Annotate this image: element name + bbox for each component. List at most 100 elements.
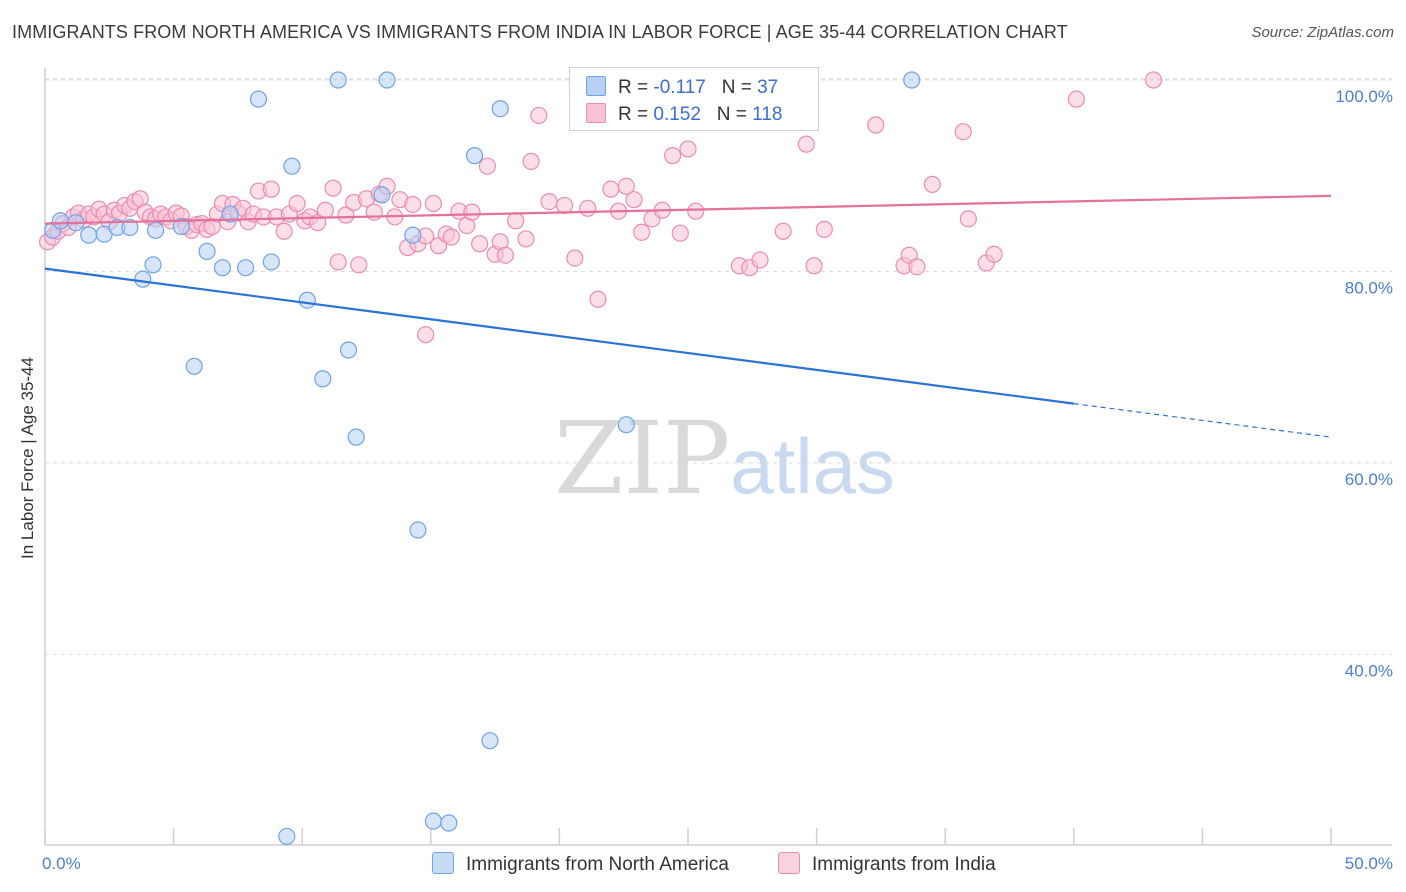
north-america-point bbox=[465, 147, 484, 165]
north-america-point bbox=[491, 100, 509, 118]
india-point bbox=[540, 193, 558, 211]
north-america-swatch bbox=[586, 76, 606, 96]
india-point bbox=[275, 222, 293, 240]
india-point bbox=[602, 180, 620, 198]
r-value: 0.152 bbox=[653, 104, 701, 125]
india-point bbox=[329, 253, 347, 271]
india-point bbox=[579, 199, 597, 217]
stats-legend-row-india: R = 0.152 N = 118 bbox=[586, 103, 782, 125]
north-america-point bbox=[347, 428, 365, 446]
india-point bbox=[262, 180, 280, 198]
north-america-point bbox=[298, 291, 316, 309]
legend-label: Immigrants from India bbox=[812, 854, 996, 875]
n-label: N = bbox=[721, 77, 752, 98]
y-tick-label: 80.0% bbox=[1345, 279, 1393, 298]
india-point bbox=[337, 206, 355, 224]
india-legend-swatch bbox=[778, 852, 800, 874]
north-america-point bbox=[329, 71, 347, 89]
north-america-point bbox=[249, 90, 268, 108]
y-tick-label: 100.0% bbox=[1335, 87, 1393, 106]
north-america-point bbox=[424, 812, 442, 830]
stats-legend: R = -0.117 N = 37 R = 0.152 N = 118 bbox=[569, 67, 819, 131]
watermark: ZIPatlas bbox=[554, 400, 895, 517]
north-america-point bbox=[440, 814, 458, 832]
india-point bbox=[517, 230, 535, 248]
india-point bbox=[908, 258, 926, 276]
india-point bbox=[985, 245, 1003, 263]
source-label: Source: ZipAtlas.com bbox=[1251, 24, 1394, 41]
india-trend-line bbox=[44, 194, 1332, 225]
india-point bbox=[1144, 71, 1163, 89]
north-america-point bbox=[314, 370, 332, 388]
legend-item-india[interactable]: Immigrants from India bbox=[778, 852, 996, 876]
r-label: R = bbox=[618, 104, 649, 125]
north-america-point bbox=[262, 253, 280, 271]
india-point bbox=[687, 202, 705, 220]
north-america-point bbox=[903, 71, 921, 89]
india-point bbox=[442, 228, 460, 246]
north-america-point bbox=[339, 341, 358, 359]
north-america-point bbox=[373, 186, 391, 204]
north-america-point bbox=[121, 218, 139, 237]
north-america-point bbox=[198, 242, 216, 260]
india-point bbox=[522, 152, 540, 170]
india-point bbox=[774, 222, 792, 240]
north-america-point bbox=[409, 521, 427, 539]
y-axis-label: In Labor Force | Age 35-44 bbox=[18, 357, 37, 559]
north-america-legend-swatch bbox=[432, 852, 454, 874]
x-tick-label-end: 50.0% bbox=[1345, 854, 1393, 873]
india-point bbox=[954, 123, 972, 141]
india-point bbox=[679, 140, 697, 158]
north-america-point bbox=[278, 827, 296, 846]
india-point bbox=[663, 147, 682, 165]
north-america-point bbox=[185, 357, 203, 375]
india-point bbox=[751, 251, 769, 269]
india-point bbox=[288, 194, 306, 213]
india-point bbox=[471, 235, 489, 253]
india-point bbox=[496, 246, 514, 264]
india-point bbox=[959, 210, 977, 228]
trend-lines bbox=[44, 194, 1332, 438]
india-point bbox=[417, 326, 435, 344]
x-tick-label-start: 0.0% bbox=[42, 854, 81, 873]
watermark-zip: ZIP bbox=[554, 400, 731, 517]
india-point bbox=[671, 224, 689, 242]
stats-legend-row-north-america: R = -0.117 N = 37 bbox=[586, 76, 778, 98]
y-tick-label: 40.0% bbox=[1345, 662, 1393, 681]
north-america-point bbox=[80, 226, 98, 244]
north-america-point bbox=[617, 416, 635, 434]
n-value: 37 bbox=[757, 77, 779, 98]
tick-labels: 40.0% 60.0% 80.0% 100.0% 0.0% 50.0% bbox=[42, 87, 1393, 873]
y-tick-label: 60.0% bbox=[1345, 470, 1393, 489]
legend-item-north-america[interactable]: Immigrants from North America bbox=[432, 852, 729, 876]
india-point bbox=[805, 257, 823, 275]
north-america-point bbox=[283, 157, 301, 175]
india-point bbox=[507, 212, 525, 230]
india-point bbox=[625, 191, 643, 209]
axes bbox=[44, 68, 1392, 846]
north-america-point bbox=[221, 205, 239, 223]
north-america-point bbox=[237, 259, 255, 277]
india-point bbox=[424, 194, 442, 213]
north-america-trend-line bbox=[44, 267, 1074, 405]
north-america-trend-extension bbox=[1073, 403, 1332, 438]
india-point bbox=[463, 203, 481, 221]
india-point bbox=[478, 157, 496, 175]
india-point bbox=[617, 177, 635, 195]
n-label: N = bbox=[716, 104, 747, 125]
north-america-point bbox=[378, 71, 396, 89]
north-america-point bbox=[134, 270, 152, 288]
north-america-point bbox=[144, 256, 162, 274]
north-america-point bbox=[146, 221, 165, 239]
north-america-point bbox=[213, 259, 232, 277]
watermark-atlas: atlas bbox=[730, 422, 896, 510]
north-america-point bbox=[51, 212, 70, 230]
india-point bbox=[1067, 90, 1085, 108]
chart-title: IMMIGRANTS FROM NORTH AMERICA VS IMMIGRA… bbox=[12, 22, 1068, 42]
india-point bbox=[555, 196, 574, 215]
india-point bbox=[350, 256, 368, 274]
n-value: 118 bbox=[752, 104, 783, 125]
india-point bbox=[797, 135, 815, 153]
india-point bbox=[867, 116, 885, 134]
